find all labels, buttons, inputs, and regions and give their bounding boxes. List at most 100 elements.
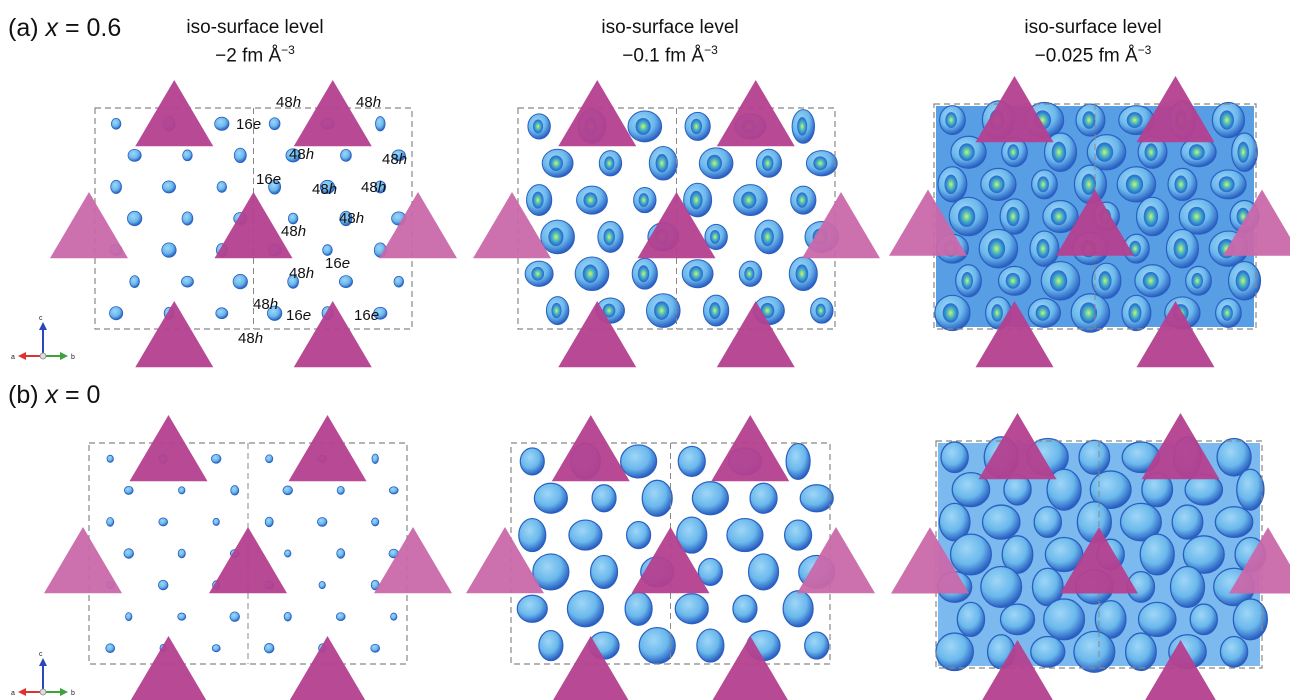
density-blob bbox=[268, 179, 282, 195]
tetrahedron-icon bbox=[1136, 76, 1215, 143]
density-blob bbox=[264, 516, 274, 528]
density-blob bbox=[375, 116, 386, 132]
tetrahedron-icon bbox=[44, 526, 122, 594]
density-blob bbox=[1119, 502, 1162, 542]
column-title-1-heading: iso-surface level bbox=[186, 17, 324, 38]
density-blob bbox=[339, 210, 353, 227]
density-core bbox=[531, 266, 545, 281]
density-blob bbox=[109, 306, 124, 321]
panel-a-iso-0.025-content bbox=[889, 76, 1290, 368]
density-blob bbox=[1139, 533, 1175, 576]
density-core bbox=[1235, 270, 1251, 292]
column-title-2-heading: iso-surface level bbox=[601, 17, 739, 38]
density-blob bbox=[726, 517, 764, 553]
density-blob bbox=[747, 553, 780, 591]
density-core bbox=[761, 227, 774, 247]
density-blob bbox=[229, 611, 240, 622]
density-blob bbox=[981, 504, 1021, 540]
tetrahedron-icon bbox=[1141, 413, 1220, 480]
density-blob bbox=[518, 517, 547, 553]
density-blob bbox=[233, 147, 247, 163]
density-core bbox=[741, 191, 757, 209]
tetrahedron-icon bbox=[374, 526, 452, 594]
density-core bbox=[1129, 240, 1141, 257]
column-title-3: iso-surface level −0.025 fm Å−3 bbox=[993, 16, 1193, 67]
density-core bbox=[1219, 110, 1235, 130]
density-blob bbox=[1044, 536, 1084, 573]
panel-a-iso-0.1-content bbox=[473, 80, 880, 368]
density-blob bbox=[370, 643, 381, 653]
density-core bbox=[654, 301, 670, 320]
density-blob bbox=[127, 210, 143, 227]
tetrahedron-icon bbox=[50, 191, 128, 259]
density-core bbox=[638, 193, 649, 208]
density-core bbox=[815, 303, 826, 318]
density-core bbox=[709, 229, 721, 244]
density-blob bbox=[696, 628, 725, 663]
density-core bbox=[1218, 176, 1235, 193]
column-title-3-level: −0.025 fm Å−3 bbox=[1034, 43, 1152, 67]
density-core bbox=[689, 190, 703, 210]
density-blob bbox=[322, 244, 333, 256]
tetrahedron-icon bbox=[551, 415, 630, 482]
density-blob bbox=[641, 479, 673, 517]
density-blob bbox=[1232, 598, 1269, 641]
site-label: 48h bbox=[281, 223, 306, 240]
density-core bbox=[744, 266, 755, 281]
panel-b-iso-0.025-content bbox=[891, 413, 1290, 700]
density-blob bbox=[230, 485, 240, 496]
density-core bbox=[532, 191, 544, 209]
density-blob bbox=[125, 612, 133, 622]
site-label: 48h bbox=[289, 265, 314, 282]
density-core bbox=[1125, 174, 1144, 195]
density-blob bbox=[951, 471, 991, 508]
density-core bbox=[945, 112, 957, 128]
density-blob bbox=[106, 454, 114, 463]
site-label: 48h bbox=[356, 94, 381, 111]
tetrahedron-icon bbox=[802, 191, 880, 259]
column-title-2: iso-surface level −0.1 fm Å−3 bbox=[570, 16, 770, 67]
density-core bbox=[689, 266, 704, 282]
density-core bbox=[548, 227, 564, 247]
density-core bbox=[987, 238, 1006, 260]
density-core bbox=[1049, 270, 1068, 292]
site-label: 16e bbox=[236, 116, 261, 133]
density-blob bbox=[519, 447, 545, 476]
site-label: 16e bbox=[325, 255, 350, 272]
density-blob bbox=[1094, 600, 1127, 639]
density-core bbox=[1035, 305, 1051, 321]
density-blob bbox=[371, 517, 380, 527]
tetrahedron-icon bbox=[631, 526, 710, 594]
axis-label-a: a bbox=[11, 690, 15, 697]
density-blob bbox=[210, 453, 222, 464]
tetrahedron-icon bbox=[891, 527, 969, 594]
tetrahedron-icon bbox=[466, 526, 544, 594]
density-blob bbox=[938, 502, 971, 542]
density-blob bbox=[265, 454, 274, 464]
density-blob bbox=[283, 611, 292, 622]
density-blob bbox=[161, 242, 177, 258]
density-core bbox=[961, 271, 973, 290]
column-title-1-level: −2 fm Å−3 bbox=[215, 43, 295, 67]
density-blob bbox=[568, 519, 603, 551]
density-blob bbox=[1236, 468, 1265, 511]
density-core bbox=[958, 143, 975, 162]
density-core bbox=[797, 117, 808, 136]
density-core bbox=[957, 205, 976, 228]
density-core bbox=[813, 156, 828, 171]
density-blob bbox=[532, 553, 570, 591]
density-core bbox=[942, 303, 959, 323]
panel-b-iso-2-content bbox=[44, 415, 452, 700]
density-blob bbox=[390, 612, 398, 621]
density-blob bbox=[268, 117, 281, 131]
density-blob bbox=[591, 484, 617, 513]
site-label: 16e bbox=[286, 307, 311, 324]
density-core bbox=[1128, 303, 1142, 323]
density-blob bbox=[318, 581, 326, 590]
tetrahedron-icon bbox=[379, 191, 457, 259]
density-blob bbox=[625, 520, 652, 550]
density-core bbox=[1126, 112, 1143, 128]
density-blob bbox=[338, 275, 353, 289]
density-core bbox=[706, 154, 723, 172]
